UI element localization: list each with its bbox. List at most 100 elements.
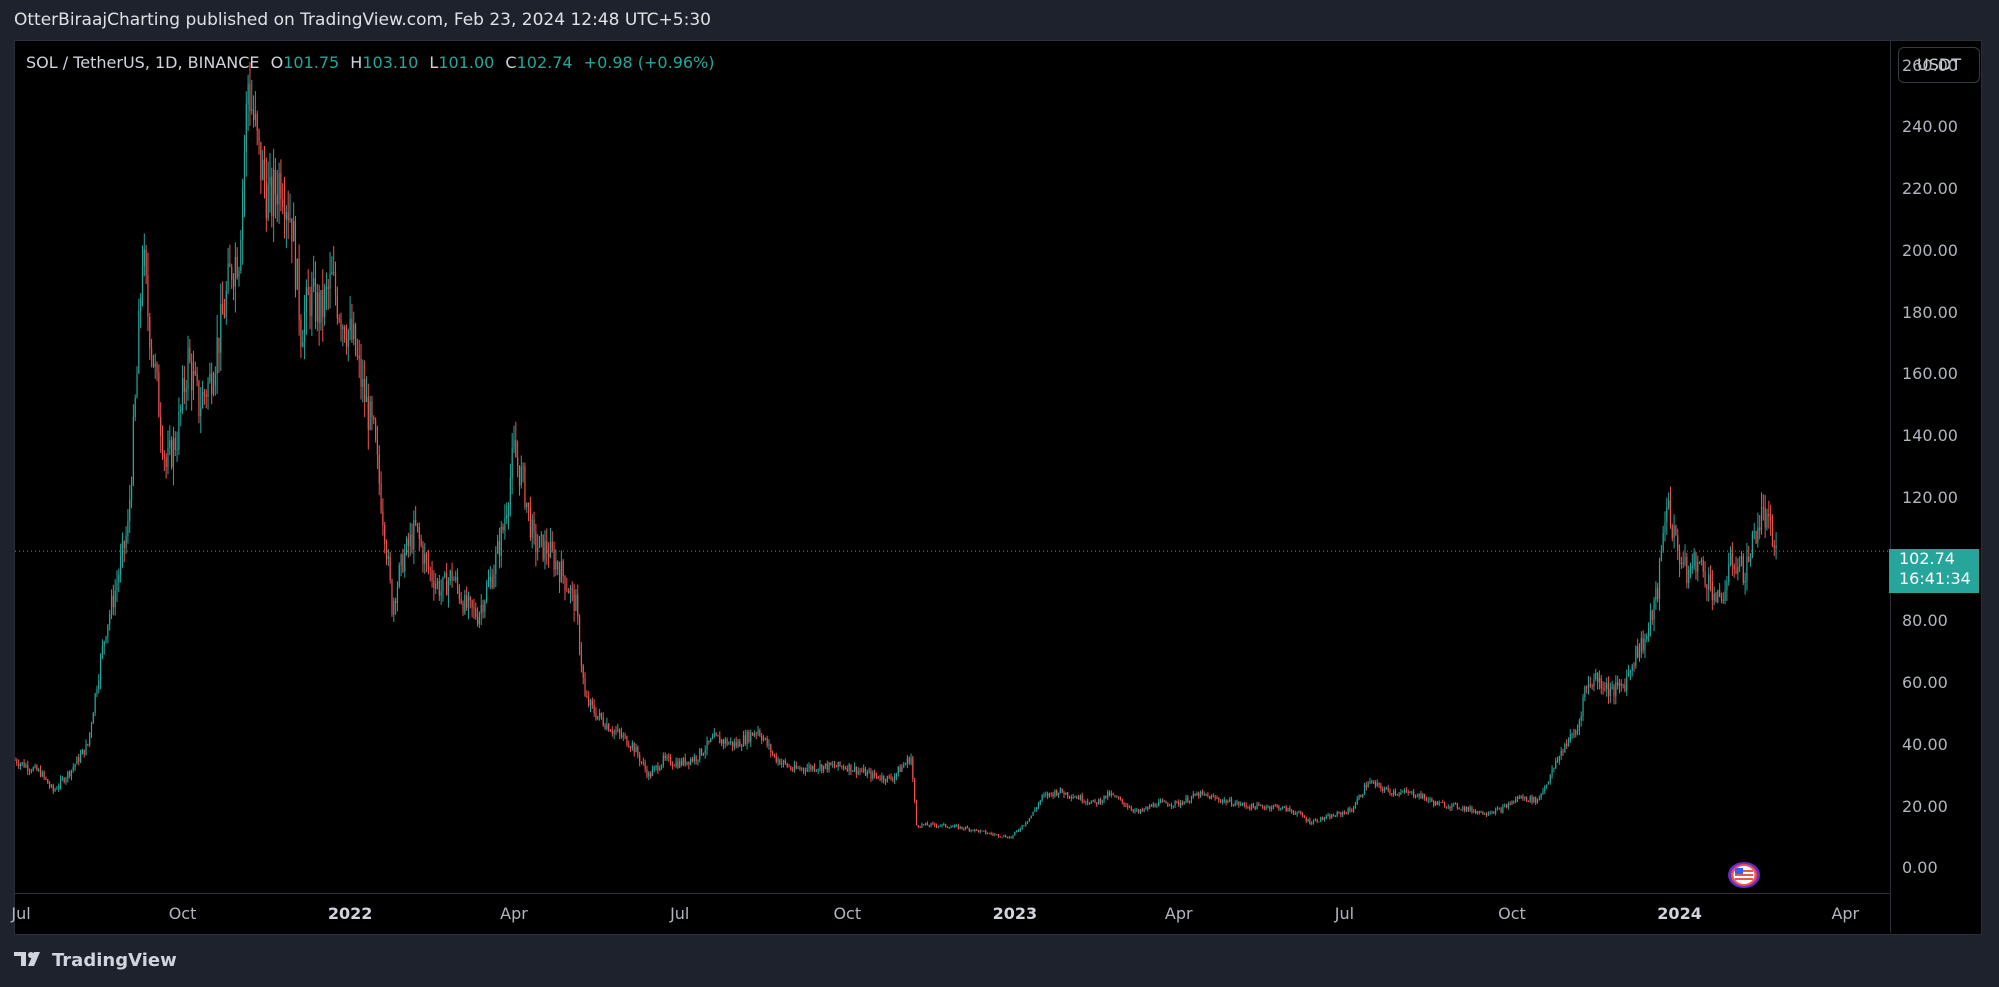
currency-unit-button[interactable]: USDT	[1898, 47, 1980, 83]
candle	[484, 599, 486, 618]
candle	[356, 338, 358, 361]
candle	[986, 832, 989, 835]
candle	[1083, 799, 1085, 804]
tradingview-logo[interactable]: TradingView	[14, 950, 177, 971]
candle	[16, 758, 18, 767]
candle	[1010, 836, 1012, 839]
x-tick-label: 2022	[327, 904, 373, 923]
symbol-name[interactable]: SOL / TetherUS, 1D, BINANCE	[26, 53, 260, 72]
candle	[349, 296, 351, 341]
candle	[708, 740, 710, 745]
candle	[1423, 793, 1426, 801]
candle	[1307, 818, 1309, 823]
candle	[232, 273, 235, 301]
candle	[1513, 800, 1515, 804]
candle	[946, 825, 949, 828]
chart-frame	[14, 40, 1982, 935]
candle	[1586, 685, 1588, 694]
candle	[83, 749, 85, 758]
candle	[894, 773, 896, 785]
candle	[123, 540, 125, 563]
candle	[895, 772, 898, 781]
candle	[1229, 797, 1231, 803]
candle	[1689, 562, 1692, 579]
x-tick-label: Oct	[833, 904, 862, 923]
candle	[1225, 799, 1227, 806]
candle	[1340, 811, 1342, 818]
candle	[1358, 794, 1360, 801]
y-tick-label: 180.00	[1902, 302, 1958, 322]
candle	[626, 735, 628, 747]
candle	[573, 583, 575, 622]
price-chart[interactable]	[15, 41, 1889, 893]
candle	[345, 324, 348, 355]
candle	[305, 279, 307, 335]
candle	[666, 754, 668, 761]
candle	[431, 560, 433, 588]
candle	[1039, 799, 1041, 806]
y-tick-label: 80.00	[1902, 611, 1948, 631]
candle	[469, 595, 471, 609]
candle	[1183, 801, 1185, 805]
candle	[320, 290, 322, 331]
candle	[1607, 676, 1610, 704]
candle	[376, 425, 379, 470]
candle	[1345, 811, 1347, 815]
candle	[1677, 528, 1679, 561]
candle	[1143, 808, 1145, 813]
candle	[418, 522, 420, 552]
us-flag-icon[interactable]	[1727, 861, 1761, 889]
candle	[198, 380, 200, 424]
candle	[1598, 670, 1601, 690]
candle	[1181, 800, 1183, 806]
candle	[943, 822, 945, 826]
candle	[52, 783, 54, 795]
candle	[1258, 801, 1260, 807]
candle	[1680, 556, 1682, 569]
candle	[540, 531, 542, 548]
candle	[766, 735, 768, 748]
candle	[1569, 729, 1571, 743]
candle	[1708, 567, 1710, 602]
candle	[1633, 662, 1635, 672]
candle	[354, 322, 357, 357]
candle	[258, 128, 260, 155]
candle	[435, 573, 437, 595]
candle	[837, 761, 839, 771]
candle	[1252, 802, 1255, 809]
candle	[176, 431, 178, 462]
candle	[96, 685, 98, 697]
candle	[1028, 817, 1031, 822]
candle	[274, 157, 277, 219]
candle	[1043, 792, 1045, 798]
candle	[735, 736, 737, 749]
candle	[588, 691, 590, 708]
candle	[930, 822, 932, 828]
candle	[1101, 799, 1103, 806]
candle	[405, 536, 408, 556]
candle	[846, 765, 848, 773]
candle	[205, 389, 207, 409]
candle	[1147, 806, 1149, 812]
candle	[466, 586, 468, 612]
x-tick-label: Jul	[11, 904, 31, 923]
candle	[1325, 814, 1327, 820]
candle	[1196, 791, 1198, 796]
candle	[21, 761, 23, 767]
candle	[1580, 711, 1582, 727]
candle	[622, 732, 624, 741]
candle	[1766, 508, 1768, 531]
candle	[759, 728, 761, 738]
x-tick-label: 2023	[992, 904, 1038, 923]
candle	[262, 149, 264, 181]
candle	[1653, 596, 1655, 632]
candle	[243, 134, 246, 218]
candle	[526, 502, 528, 513]
candle	[859, 768, 861, 776]
candle	[1717, 589, 1719, 604]
candle	[937, 825, 939, 829]
y-tick-label: 160.00	[1902, 364, 1958, 384]
candle	[167, 430, 169, 475]
candle	[1309, 817, 1311, 825]
candle	[160, 402, 162, 453]
